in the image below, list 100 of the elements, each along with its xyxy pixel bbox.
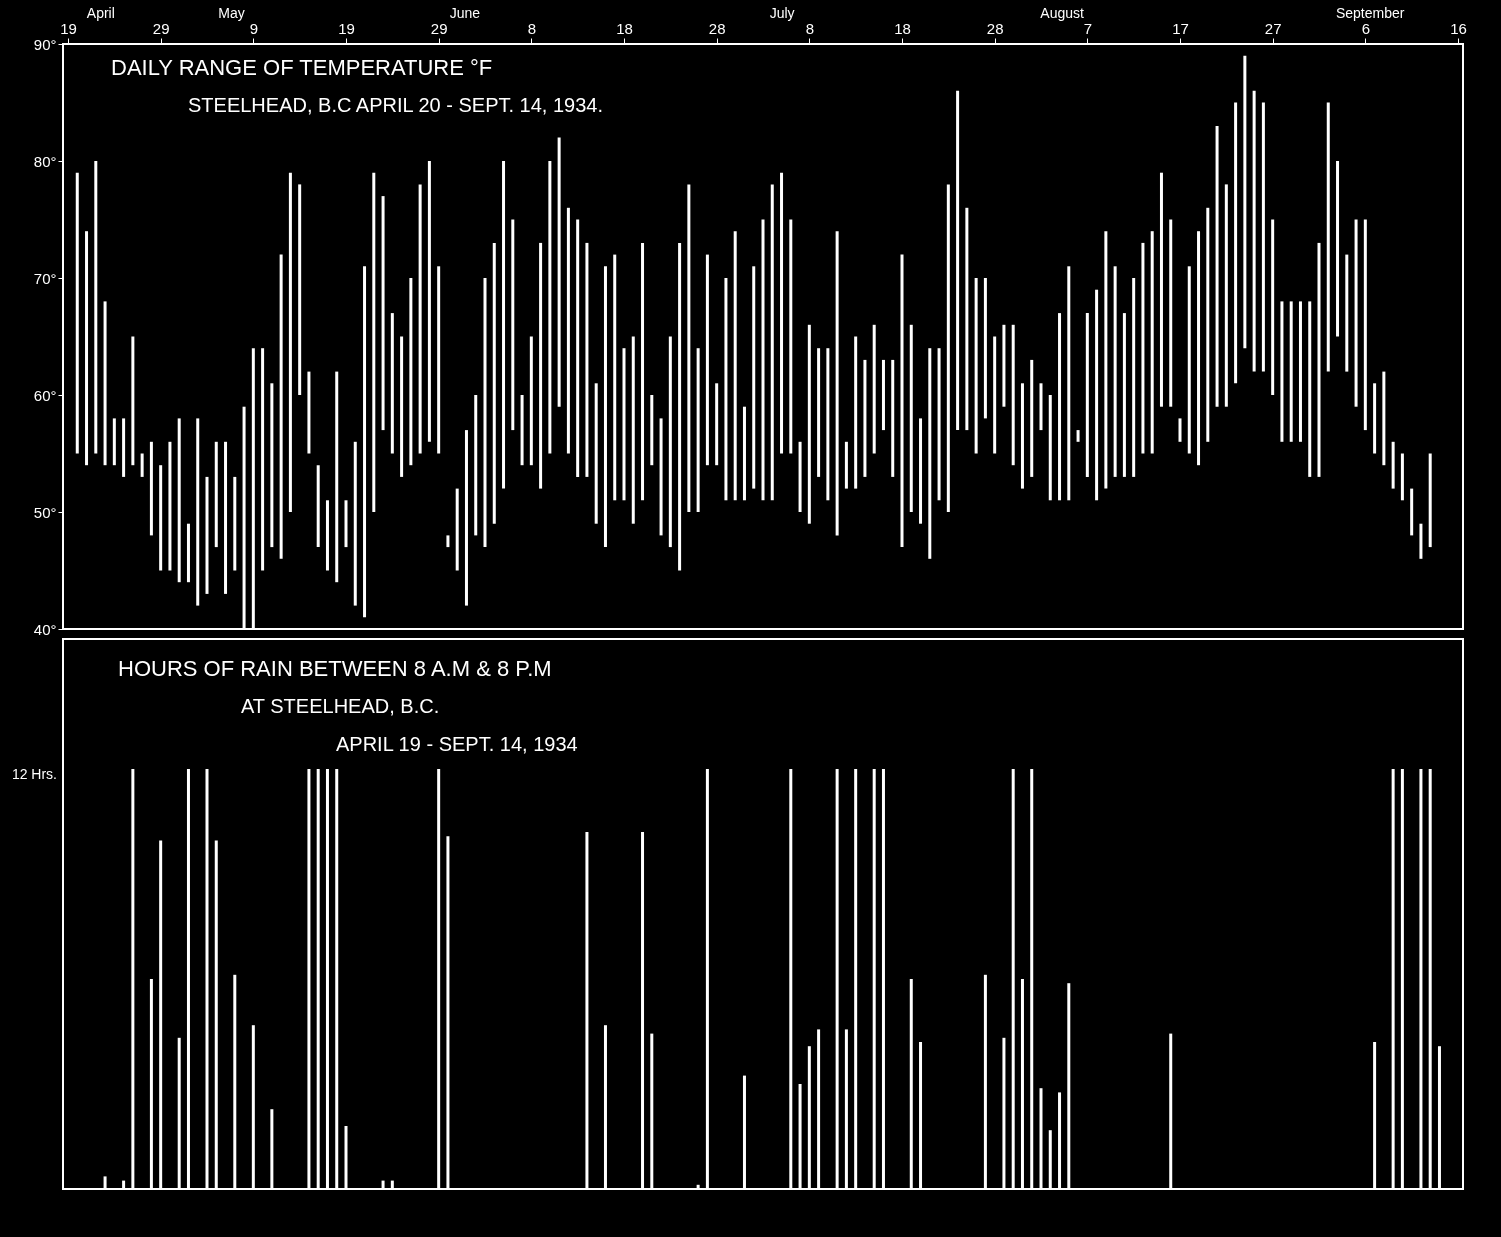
- bar: [631, 336, 635, 524]
- bar: [224, 441, 228, 594]
- bar: [548, 161, 552, 454]
- bar: [446, 535, 450, 548]
- bar: [724, 278, 728, 501]
- bar: [316, 465, 320, 548]
- bar: [1197, 231, 1201, 466]
- bar: [1085, 313, 1089, 477]
- x2-tick-label: May: [218, 4, 245, 21]
- bar: [298, 184, 302, 395]
- bar: [1243, 55, 1247, 349]
- y-tick-label: 90°: [33, 35, 57, 53]
- bar: [1030, 359, 1034, 477]
- bar: [455, 488, 459, 571]
- bar: [1234, 102, 1238, 384]
- bar: [752, 266, 756, 489]
- bar: [1410, 488, 1414, 536]
- bar: [835, 231, 839, 536]
- bar: [1011, 324, 1015, 466]
- bar: [427, 161, 431, 442]
- bar: [1132, 278, 1136, 477]
- bar: [1095, 289, 1099, 501]
- bar: [474, 395, 478, 536]
- bar: [288, 172, 292, 512]
- bar: [909, 324, 913, 512]
- bar: [1261, 102, 1265, 372]
- text: DAILY RANGE OF TEMPERATURE °F: [111, 55, 493, 80]
- bar: [659, 418, 663, 536]
- bar: [205, 476, 209, 594]
- x-tick-label: 27: [1264, 19, 1282, 37]
- bar: [1271, 219, 1275, 395]
- x-tick-label: 19: [60, 19, 77, 37]
- bar: [140, 453, 144, 477]
- bar: [965, 207, 969, 431]
- bar: [1224, 184, 1228, 407]
- bar: [983, 278, 987, 419]
- y-tick-label: 60°: [33, 386, 57, 404]
- x-tick-label: 8: [805, 19, 815, 37]
- bar: [1298, 301, 1302, 442]
- bar: [650, 395, 654, 466]
- bar: [186, 523, 190, 583]
- bar: [687, 184, 691, 512]
- bar: [409, 278, 413, 466]
- bar: [344, 500, 348, 548]
- bar: [464, 430, 468, 606]
- x-tick-label: 17: [1172, 19, 1189, 37]
- bar: [177, 418, 181, 583]
- y-tick-label: 70°: [33, 269, 57, 287]
- bar: [1317, 242, 1321, 477]
- bar: [363, 266, 367, 618]
- bar: [1058, 313, 1062, 501]
- bar: [1419, 523, 1423, 559]
- bar: [279, 254, 283, 559]
- bar: [502, 161, 506, 489]
- bar: [94, 161, 98, 454]
- x-tick-label: 9: [249, 19, 259, 37]
- bar: [566, 207, 570, 454]
- bar: [1252, 90, 1256, 372]
- bar: [149, 441, 153, 536]
- bar: [85, 231, 89, 466]
- bar: [418, 184, 422, 454]
- x-tick-label: 18: [894, 19, 911, 37]
- bar: [919, 418, 923, 524]
- bar: [131, 336, 135, 466]
- bar: [1373, 383, 1377, 454]
- bar: [1400, 453, 1404, 501]
- bar: [1178, 418, 1182, 442]
- bar: [622, 348, 626, 501]
- bar: [678, 242, 682, 571]
- bar: [1382, 371, 1386, 466]
- x-tick-label: 8: [527, 19, 537, 37]
- bar: [807, 324, 811, 524]
- bar: [1187, 266, 1191, 454]
- bar: [742, 406, 746, 501]
- bar: [1206, 207, 1210, 442]
- bar: [381, 196, 385, 431]
- bar: [529, 336, 533, 466]
- bar: [1345, 254, 1349, 372]
- bar: [770, 184, 774, 501]
- bar: [956, 90, 960, 431]
- bar: [1076, 430, 1080, 442]
- bar: [1354, 219, 1358, 407]
- bar: [780, 172, 784, 454]
- bar: [817, 348, 821, 477]
- bar: [594, 383, 598, 524]
- bar: [112, 418, 116, 466]
- bar: [937, 348, 941, 501]
- bar: [928, 348, 932, 559]
- bar: [1169, 219, 1173, 407]
- bar: [1150, 231, 1154, 454]
- x2-tick-label: September: [1335, 4, 1405, 21]
- bar: [1336, 161, 1340, 337]
- bar: [826, 348, 830, 501]
- bar: [353, 441, 357, 606]
- bar: [715, 383, 719, 466]
- bar: [603, 266, 607, 548]
- bar: [1141, 242, 1145, 454]
- x-tick-label: 7: [1083, 19, 1093, 37]
- bar: [1104, 231, 1108, 489]
- bar: [233, 476, 237, 571]
